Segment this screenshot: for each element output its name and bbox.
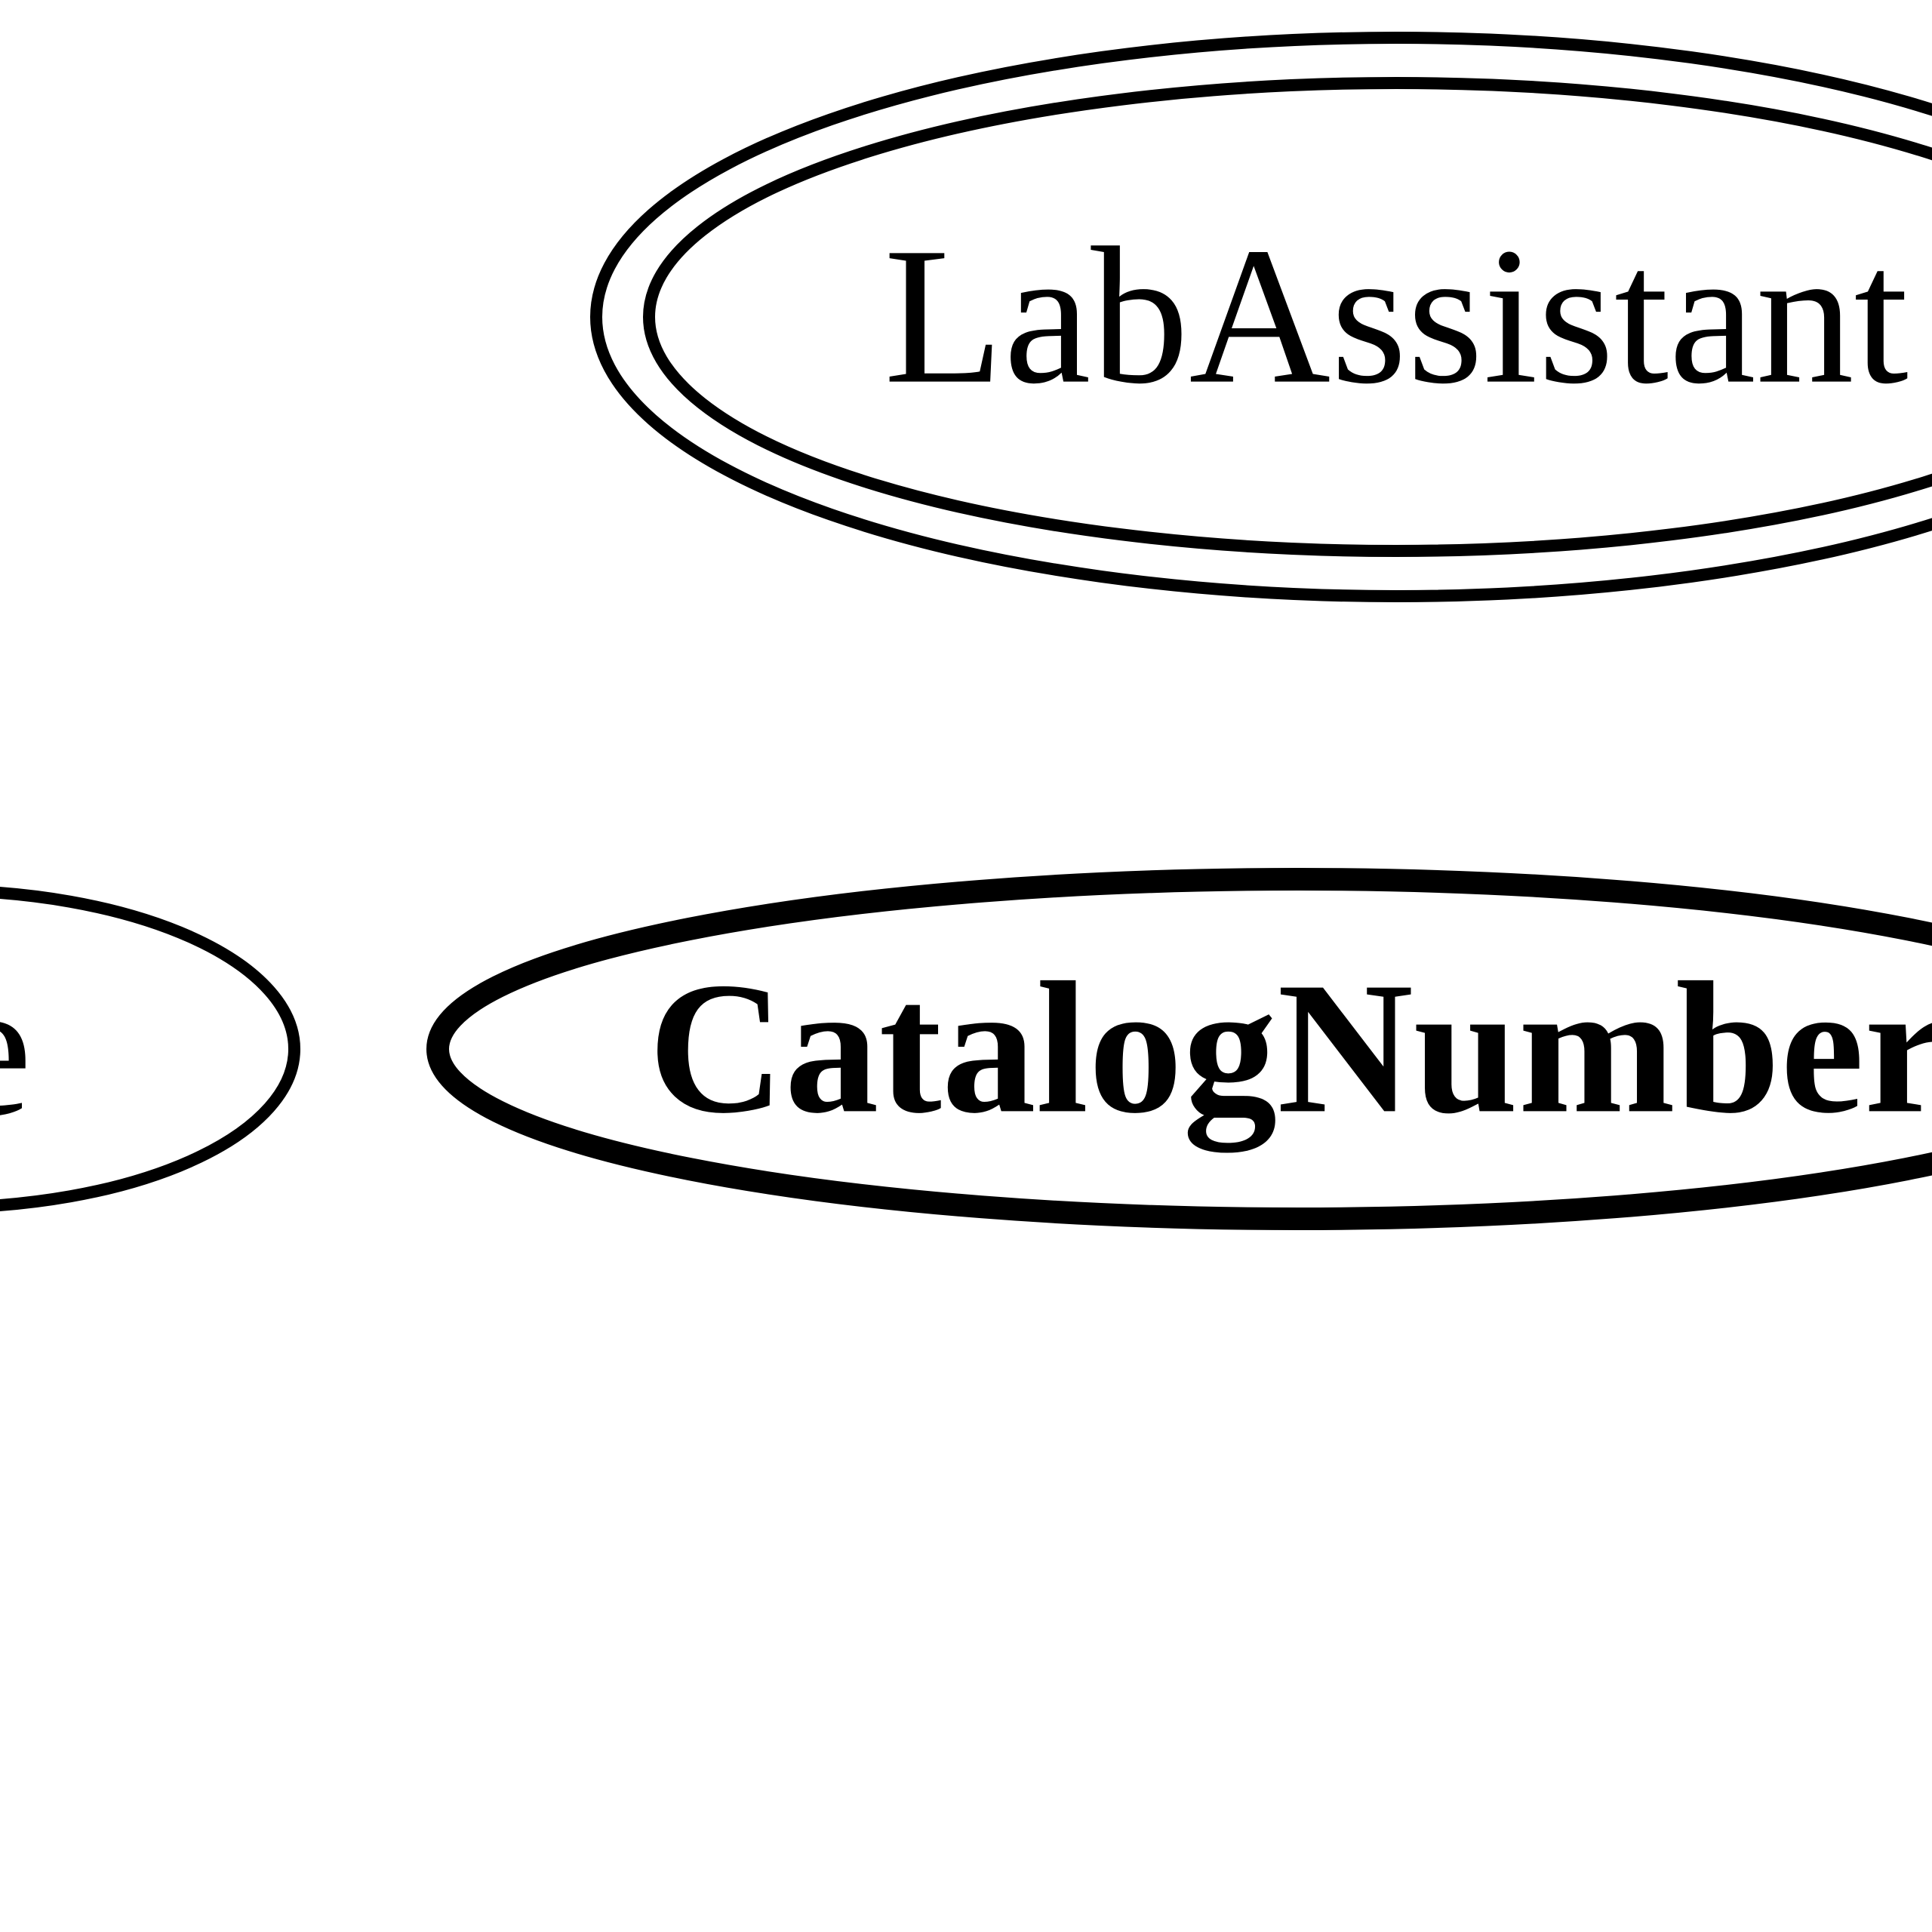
er-diagram: LabAssistant de CatalogNumber [0, 0, 1932, 1932]
catalog-number-attribute-label: CatalogNumber [648, 943, 1932, 1152]
de-attribute: de [0, 891, 294, 1208]
lab-assistant-entity-label: LabAssistant [884, 208, 1909, 425]
catalog-number-attribute: CatalogNumber [438, 879, 1932, 1219]
lab-assistant-entity: LabAssistant [596, 38, 1932, 596]
de-attribute-label: de [0, 940, 32, 1157]
